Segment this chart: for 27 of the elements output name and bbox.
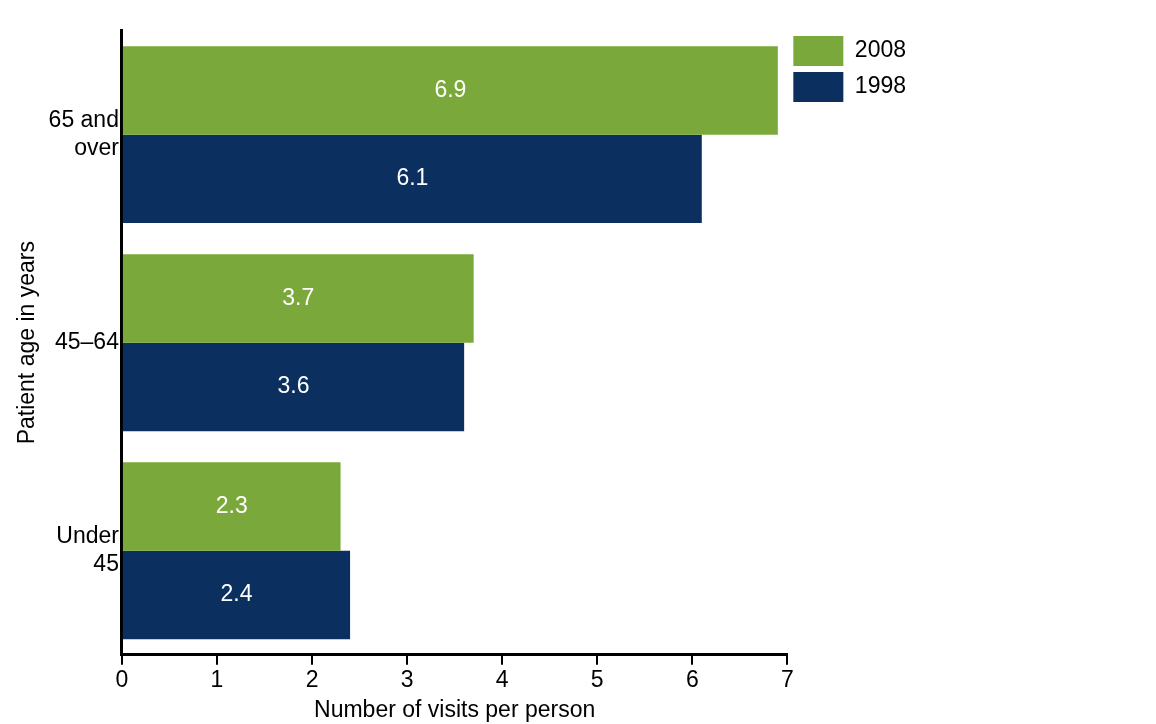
x-tick-label: 1 [210, 665, 224, 692]
bar [122, 342, 465, 432]
y-tick-label: 45–64 [54, 328, 120, 355]
x-tick-label: 0 [115, 665, 129, 692]
bar [122, 254, 474, 343]
y-axis-title: Patient age in years [13, 241, 40, 445]
x-tick-label: 3 [400, 665, 414, 692]
data-label: 2.4 [220, 580, 253, 607]
data-label: 3.6 [277, 372, 310, 399]
data-label: 3.7 [282, 283, 315, 310]
data-label: 6.9 [434, 75, 467, 102]
bar [122, 134, 702, 224]
y-tick-label: Under 45 [56, 522, 120, 576]
x-axis-title: Number of visits per person [314, 695, 596, 722]
x-tick-label: 6 [685, 665, 699, 692]
data-label: 2.3 [215, 491, 248, 518]
bar [122, 462, 341, 551]
y-tick-label: 65 and over [48, 106, 120, 160]
x-tick-label: 5 [590, 665, 604, 692]
x-tick-label: 7 [780, 665, 794, 692]
x-tick-label: 2 [305, 665, 319, 692]
legend-label: 1998 [854, 72, 907, 99]
x-tick-label: 4 [495, 665, 509, 692]
data-label: 6.1 [396, 164, 429, 191]
bar [122, 550, 351, 640]
bar [122, 46, 778, 135]
legend-label: 2008 [854, 36, 907, 63]
